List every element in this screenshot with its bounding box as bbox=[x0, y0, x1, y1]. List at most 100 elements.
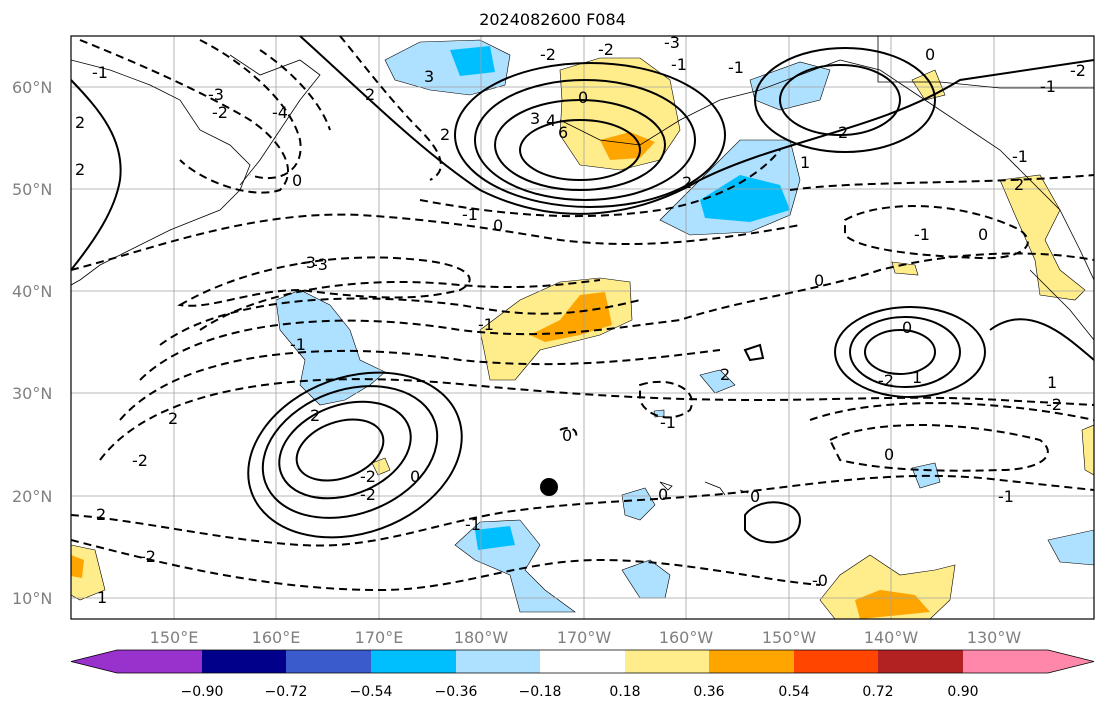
positive-anomaly-patch bbox=[1081, 424, 1094, 476]
lat-label: 50°N bbox=[12, 180, 52, 199]
contour-label: 2 bbox=[682, 173, 692, 192]
colorbar-segment bbox=[625, 650, 709, 673]
lon-label: 170°W bbox=[557, 628, 612, 647]
shaded-anomalies bbox=[71, 39, 1094, 619]
contour-label: 2 bbox=[1014, 175, 1024, 194]
contour-label: 0 bbox=[562, 426, 572, 445]
colorbar-tick: −0.36 bbox=[435, 684, 478, 700]
contour-label: -1 bbox=[290, 335, 306, 354]
contour-label: -2 bbox=[1070, 61, 1086, 80]
asia-coastline bbox=[71, 59, 251, 286]
kamchatka-coastline bbox=[229, 54, 321, 186]
location-marker bbox=[540, 478, 558, 496]
colorbar-extend-low bbox=[71, 650, 117, 673]
contour-label: -3 bbox=[208, 85, 224, 104]
contour-label: -1 bbox=[728, 58, 744, 77]
lat-label: 60°N bbox=[12, 78, 52, 97]
latitude-labels: 60°N 50°N 40°N 30°N 20°N 10°N bbox=[12, 78, 52, 608]
contour-label: 0 bbox=[884, 445, 894, 464]
lon-label: 170°E bbox=[355, 628, 404, 647]
lon-label: 160°E bbox=[252, 628, 301, 647]
colorbar-tick: 0.36 bbox=[693, 684, 724, 700]
contour-label: 2 bbox=[838, 123, 848, 142]
contour-label: 2 bbox=[75, 160, 85, 179]
colorbar-extend-high bbox=[1048, 650, 1094, 673]
dashed-contours bbox=[71, 36, 1094, 592]
contour-label: -2 bbox=[132, 451, 148, 470]
contour-label: 4 bbox=[546, 111, 556, 130]
colorbar-tick: 0.18 bbox=[609, 684, 640, 700]
contour-label: -2 bbox=[878, 371, 894, 390]
contour-label: -1 bbox=[1012, 147, 1028, 166]
contour-label: -4 bbox=[272, 103, 288, 122]
lat-label: 30°N bbox=[12, 384, 52, 403]
lon-label: 130°W bbox=[967, 628, 1022, 647]
contour-label: 2 bbox=[96, 505, 106, 524]
colorbar-segment bbox=[794, 650, 878, 673]
lon-label: 140°W bbox=[864, 628, 919, 647]
colorbar-segment bbox=[286, 650, 371, 673]
colorbar-tick: −0.90 bbox=[181, 684, 224, 700]
contour-label: 3 bbox=[530, 109, 540, 128]
contour-label: -2 bbox=[540, 45, 556, 64]
contour-label: 0 bbox=[925, 45, 935, 64]
lat-label: 20°N bbox=[12, 487, 52, 506]
contour-label: -2 bbox=[360, 485, 376, 504]
contour-label: 2 bbox=[720, 365, 730, 384]
map-border bbox=[70, 35, 1095, 620]
negative-anomaly-patch bbox=[699, 369, 736, 394]
positive-anomaly-patch bbox=[891, 261, 919, 276]
positive-anomaly-patch bbox=[855, 590, 930, 619]
canada-border bbox=[877, 36, 1094, 89]
coastlines bbox=[71, 36, 1094, 496]
positive-anomaly-patch bbox=[999, 174, 1086, 301]
colorbar-tick: −0.18 bbox=[519, 684, 562, 700]
negative-anomaly-patch bbox=[475, 526, 515, 550]
contour-label: 0 bbox=[658, 485, 668, 504]
north-america-coastline bbox=[1029, 269, 1094, 341]
contour-label: -2 bbox=[140, 547, 156, 566]
lon-label: 150°E bbox=[150, 628, 199, 647]
contour-label: 1 bbox=[912, 368, 922, 387]
positive-anomaly-patch bbox=[71, 555, 84, 578]
contour-label: -2 bbox=[360, 467, 376, 486]
colorbar-segment bbox=[117, 650, 202, 673]
colorbar-outline bbox=[70, 649, 1095, 674]
lat-label: 10°N bbox=[12, 589, 52, 608]
lat-label: 40°N bbox=[12, 282, 52, 301]
colorbar-segment bbox=[371, 650, 456, 673]
contour-label: 0 bbox=[493, 216, 503, 235]
colorbar-segment bbox=[456, 650, 540, 673]
contour-label: -1 bbox=[914, 225, 930, 244]
contour-label: -3 bbox=[664, 33, 680, 52]
contour-label: 2 bbox=[168, 409, 178, 428]
contour-label: 0 bbox=[410, 467, 420, 486]
contour-label: -2 bbox=[1046, 395, 1062, 414]
alaska-coastline bbox=[559, 59, 1094, 281]
positive-anomaly-patch bbox=[530, 292, 612, 342]
contour-label: -1 bbox=[1040, 77, 1056, 96]
colorbar-tick: −0.54 bbox=[350, 684, 393, 700]
colorbar-tick: 0.90 bbox=[947, 684, 978, 700]
contour-label: 0 bbox=[978, 225, 988, 244]
contour-label: -1 bbox=[671, 55, 687, 74]
contour-label: 0 bbox=[902, 318, 912, 337]
colorbar bbox=[70, 649, 1095, 674]
negative-anomaly-patch bbox=[1047, 529, 1094, 566]
contour-label: 0 bbox=[292, 171, 302, 190]
contour-label: -1 bbox=[465, 515, 481, 534]
contour-label: 2 bbox=[310, 406, 320, 425]
contour-label: -1 bbox=[998, 487, 1014, 506]
contour-label: 3 bbox=[424, 67, 434, 86]
contour-label: 2 bbox=[75, 113, 85, 132]
contour-label: -1 bbox=[660, 413, 676, 432]
colorbar-segment bbox=[202, 650, 286, 673]
contour-label: 0 bbox=[814, 271, 824, 290]
contour-label: 1 bbox=[97, 588, 107, 607]
contour-label: -1 bbox=[462, 205, 478, 224]
lon-label: 150°W bbox=[762, 628, 817, 647]
contour-label: -3 bbox=[300, 253, 316, 272]
contour-label: -3 bbox=[312, 255, 328, 274]
map-title: 2024082600 F084 bbox=[479, 10, 626, 29]
